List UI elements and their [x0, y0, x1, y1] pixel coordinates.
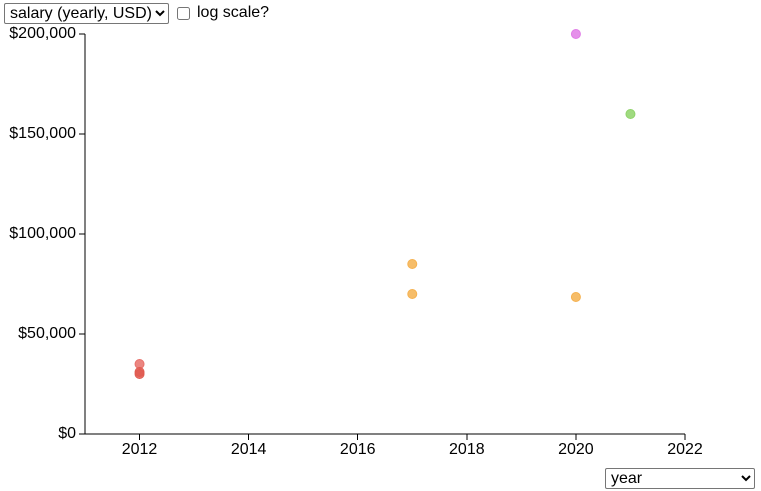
chart-axes: $0 $50,000 $100,000 $150,000 $200,000 2012 201…: [9, 25, 703, 458]
y-tick-label: $100,000: [9, 225, 76, 242]
data-point[interactable]: [407, 289, 418, 299]
data-point[interactable]: [134, 369, 145, 379]
y-tick-label: $0: [58, 425, 76, 442]
x-tick-label: 2016: [340, 441, 376, 458]
y-axis-select[interactable]: salary (yearly, USD): [4, 2, 169, 24]
x-tick-label: 2018: [449, 441, 485, 458]
x-tick-label: 2020: [558, 441, 594, 458]
data-point[interactable]: [407, 259, 418, 269]
y-tick-label: $150,000: [9, 125, 76, 142]
top-controls: salary (yearly, USD) log scale?: [4, 2, 269, 24]
y-tick-label: $50,000: [18, 325, 76, 342]
x-tick-label: 2012: [122, 441, 158, 458]
log-scale-label: log scale?: [197, 4, 270, 21]
log-scale-checkbox[interactable]: [177, 6, 190, 20]
chart-points: [134, 29, 636, 379]
data-point[interactable]: [570, 29, 581, 39]
data-point[interactable]: [570, 292, 581, 302]
data-point[interactable]: [625, 109, 636, 119]
x-axis-select[interactable]: year: [605, 468, 755, 489]
y-tick-label: $200,000: [9, 25, 76, 42]
x-tick-label: 2022: [667, 441, 703, 458]
x-tick-label: 2014: [231, 441, 267, 458]
log-scale-toggle[interactable]: log scale?: [177, 4, 269, 22]
